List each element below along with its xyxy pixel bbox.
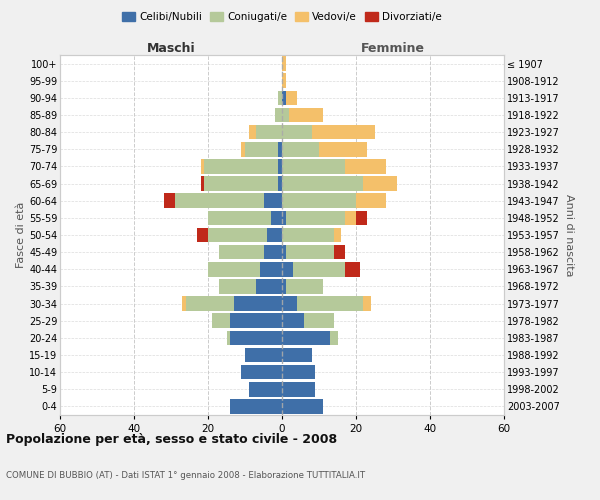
Bar [364,176,397,191]
Bar [356,194,386,208]
Bar [208,228,267,242]
Bar [275,108,282,122]
Bar [241,365,282,380]
Bar [286,279,323,293]
Bar [345,159,386,174]
Bar [219,245,263,260]
Bar [186,296,234,311]
Bar [293,262,345,276]
Bar [286,210,345,225]
Bar [249,382,282,396]
Bar [282,382,316,396]
Text: Popolazione per età, sesso e stato civile - 2008: Popolazione per età, sesso e stato civil… [6,432,337,446]
Bar [289,108,323,122]
Bar [282,90,286,105]
Bar [278,90,282,105]
Bar [282,142,319,156]
Bar [282,125,311,140]
Bar [227,330,230,345]
Bar [282,56,286,71]
Text: Femmine: Femmine [361,42,425,55]
Text: Maschi: Maschi [146,42,196,55]
Bar [356,210,367,225]
Bar [282,262,293,276]
Bar [282,365,316,380]
Bar [282,228,334,242]
Bar [345,262,360,276]
Bar [267,228,282,242]
Bar [208,210,271,225]
Bar [282,194,356,208]
Bar [175,194,263,208]
Bar [286,90,297,105]
Bar [204,176,278,191]
Bar [330,330,337,345]
Bar [282,279,286,293]
Bar [282,176,364,191]
Bar [282,108,289,122]
Bar [282,314,304,328]
Bar [271,210,282,225]
Legend: Celibi/Nubili, Coniugati/e, Vedovi/e, Divorziati/e: Celibi/Nubili, Coniugati/e, Vedovi/e, Di… [118,8,446,26]
Bar [245,142,278,156]
Bar [282,330,330,345]
Bar [164,194,175,208]
Bar [282,74,286,88]
Text: COMUNE DI BUBBIO (AT) - Dati ISTAT 1° gennaio 2008 - Elaborazione TUTTITALIA.IT: COMUNE DI BUBBIO (AT) - Dati ISTAT 1° ge… [6,470,365,480]
Bar [282,399,323,413]
Bar [278,159,282,174]
Bar [345,210,356,225]
Bar [234,296,282,311]
Bar [334,228,341,242]
Bar [364,296,371,311]
Bar [219,279,256,293]
Bar [282,348,311,362]
Bar [245,348,282,362]
Bar [197,228,208,242]
Bar [204,159,278,174]
Bar [256,279,282,293]
Bar [241,142,245,156]
Bar [230,330,282,345]
Bar [212,314,230,328]
Bar [182,296,186,311]
Bar [208,262,260,276]
Bar [200,159,204,174]
Bar [200,176,204,191]
Bar [278,176,282,191]
Bar [282,245,286,260]
Y-axis label: Fasce di età: Fasce di età [16,202,26,268]
Bar [282,159,345,174]
Bar [311,125,374,140]
Bar [256,125,282,140]
Bar [319,142,367,156]
Bar [260,262,282,276]
Bar [278,142,282,156]
Bar [230,399,282,413]
Bar [282,210,286,225]
Bar [263,245,282,260]
Y-axis label: Anni di nascita: Anni di nascita [563,194,574,276]
Bar [263,194,282,208]
Bar [230,314,282,328]
Bar [304,314,334,328]
Bar [249,125,256,140]
Bar [334,245,345,260]
Bar [297,296,364,311]
Bar [282,296,297,311]
Bar [286,245,334,260]
